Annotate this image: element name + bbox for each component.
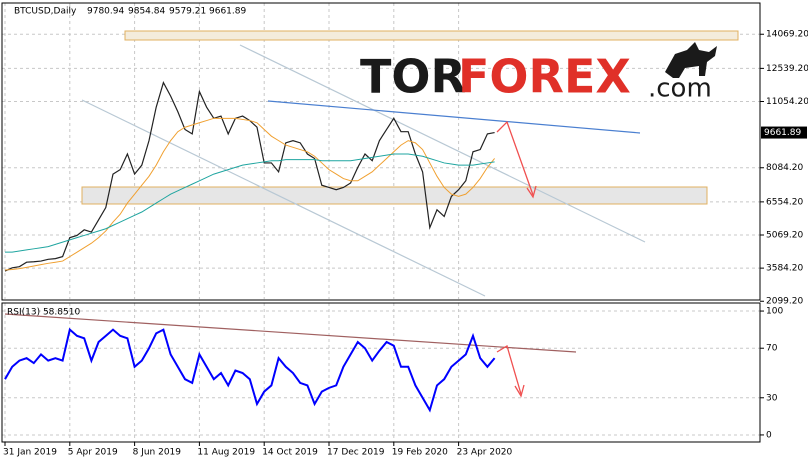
y-tick-label: 6554.20: [766, 197, 803, 207]
arrow: [496, 345, 522, 395]
y-tick-label: 11054.20: [766, 97, 808, 107]
trend-line: [267, 100, 641, 134]
y-tick-label: 14069.20: [766, 30, 808, 40]
rsi-frame: [1, 302, 761, 443]
channel-line: [81, 99, 486, 297]
text-layer: BTCUSD,Daily 9780.94 9854.84 9579.21 966…: [3, 7, 808, 458]
ohlc-open: 9780.94: [87, 7, 124, 17]
forecast-arrows: [496, 120, 537, 398]
ohlc-close: 9661.89: [209, 7, 246, 17]
rsi-label: RSI(13) 58.8510: [7, 308, 80, 318]
y-tick-label: 30: [766, 393, 778, 403]
x-tick-label: 14 Oct 2019: [262, 448, 318, 458]
bull-icon: [665, 42, 717, 78]
logo-forex: FOREX: [458, 50, 631, 104]
price-marker-label: 9661.89: [764, 128, 801, 138]
indicator-line: [4, 117, 495, 271]
logo-tor: TOR: [360, 50, 466, 104]
x-tick-label: 8 Jun 2019: [133, 448, 182, 458]
y-tick-label: 8084.20: [766, 163, 803, 173]
price-marker: [761, 126, 807, 139]
x-tick-label: 23 Apr 2020: [457, 448, 513, 458]
x-tick-label: 11 Aug 2019: [197, 448, 255, 458]
y-tick-label: 70: [766, 344, 778, 354]
logo-com: .com: [648, 74, 712, 104]
support-zone: [81, 186, 708, 205]
x-tick-label: 17 Dec 2019: [327, 448, 385, 458]
resistance-zone: [124, 30, 739, 41]
indicator-line: [5, 153, 495, 253]
channel-line: [239, 44, 646, 243]
symbol: BTCUSD,Daily: [14, 7, 77, 17]
price-frame: [1, 2, 761, 301]
y-tick-label: 5069.20: [766, 230, 803, 240]
x-tick-label: 5 Apr 2019: [68, 448, 118, 458]
series-layer: [4, 81, 496, 413]
series-line: [4, 327, 496, 413]
y-tick-label: 3584.20: [766, 264, 803, 274]
x-tick-label: 31 Jan 2019: [3, 448, 57, 458]
arrow-head: [514, 384, 525, 398]
logo-bull: [665, 42, 717, 78]
y-tick-label: 12539.20: [766, 64, 808, 74]
rsi-trend-line: [4, 313, 577, 353]
ohlc-low: 9579.21: [169, 7, 206, 17]
y-tick-label: 2099.20: [766, 297, 803, 307]
y-tick-label: 0: [766, 430, 772, 440]
ohlc-high: 9854.84: [128, 7, 165, 17]
x-tick-label: 19 Feb 2020: [392, 448, 448, 458]
arrow: [496, 120, 534, 196]
arrow-head: [526, 185, 537, 199]
y-tick-label: 100: [766, 307, 783, 317]
